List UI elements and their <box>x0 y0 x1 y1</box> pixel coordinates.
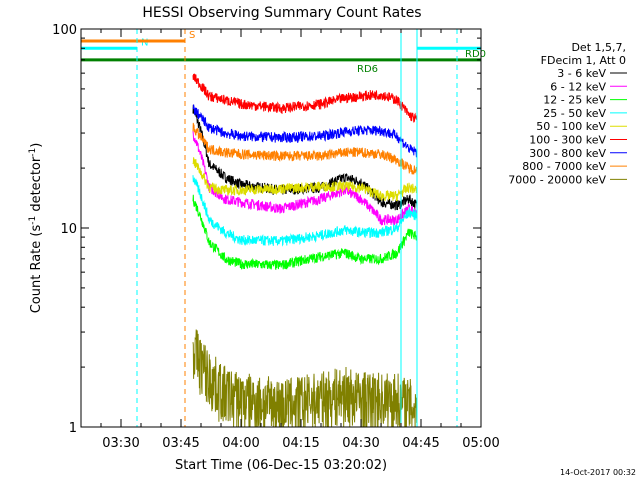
legend-label-8: 800 - 7000 keV <box>522 160 606 173</box>
annotation-label-rd6: RD6 <box>357 64 378 75</box>
series-line-4 <box>192 175 418 247</box>
y-tick-label: 1 <box>69 421 77 436</box>
annotation-label-rd0: RD0 <box>465 49 486 60</box>
legend-label-2: 6 - 12 keV <box>550 80 606 93</box>
legend-label-1: 3 - 6 keV <box>557 67 606 80</box>
series-line-2 <box>192 131 418 226</box>
y-axis-label-mid: detector <box>29 156 44 216</box>
x-axis-label: Start Time (06-Dec-15 03:20:02) <box>175 458 387 473</box>
y-tick-label: 100 <box>52 23 77 38</box>
y-axis-label-sup: -1 <box>28 216 38 225</box>
legend-label-7: 300 - 800 keV <box>529 147 606 160</box>
x-axis-ticks: 03:30 03:45 04:00 04:15 04:30 04:45 05:00 <box>80 29 500 451</box>
x-tick-label: 04:15 <box>282 436 319 451</box>
chart-title: HESSI Observing Summary Count Rates <box>142 5 421 21</box>
series-line-5 <box>192 157 418 202</box>
x-tick-label: 04:00 <box>222 436 259 451</box>
legend-label-4: 25 - 50 keV <box>543 107 606 120</box>
legend-header-line-1: Det 1,5,7, <box>571 41 626 54</box>
y-axis-label-end: ) <box>29 143 44 148</box>
x-tick-label: 05:00 <box>462 436 499 451</box>
annotations-layer: N S RD6 RD0 <box>81 30 486 75</box>
series-line-6 <box>192 73 418 123</box>
annotation-label-s: S <box>189 30 195 41</box>
series-line-7 <box>192 104 418 158</box>
x-tick-label: 04:45 <box>402 436 439 451</box>
legend-header-line-2: FDecim 1, Att 0 <box>541 54 626 67</box>
y-axis-label-base: Count Rate (s <box>29 225 44 314</box>
x-tick-label: 03:45 <box>162 436 199 451</box>
plot-frame <box>80 28 482 428</box>
x-tick-label: 03:30 <box>102 436 139 451</box>
y-axis-ticks: 1 10 100 <box>52 23 481 436</box>
markers-layer <box>80 29 458 427</box>
y-axis-label: Count Rate (s-1 detector-1) <box>28 143 44 314</box>
series-line-9 <box>192 329 418 428</box>
legend-label-9: 7000 - 20000 keV <box>508 173 606 186</box>
y-axis-label-sup2: -1 <box>28 148 38 157</box>
series-layer <box>192 73 418 428</box>
series-line-3 <box>192 194 418 270</box>
legend-label-3: 12 - 25 keV <box>543 94 606 107</box>
legend-label-5: 50 - 100 keV <box>536 120 606 133</box>
annotation-label-n: N <box>141 37 148 48</box>
timestamp: 14-Oct-2017 00:32 <box>560 468 636 477</box>
x-tick-label: 04:30 <box>342 436 379 451</box>
legend-label-6: 100 - 300 keV <box>529 134 606 147</box>
series-line-8 <box>192 122 418 176</box>
y-tick-label: 10 <box>60 222 77 237</box>
